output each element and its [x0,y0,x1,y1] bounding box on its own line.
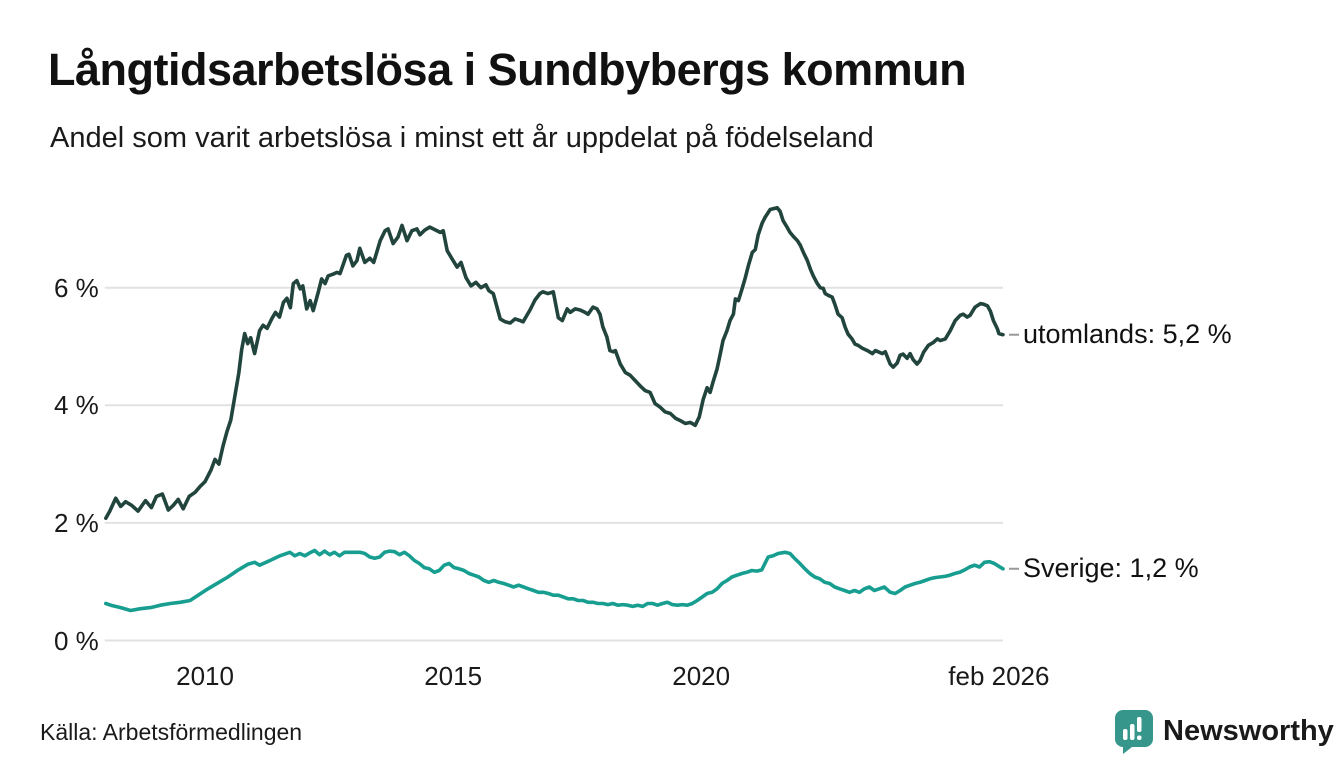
brand-name: Newsworthy [1163,714,1334,747]
page-title: Långtidsarbetslösa i Sundbybergs kommun [48,44,967,95]
logo-exclamation-bar [1137,716,1142,732]
y-axis-label-0: 0 % [53,625,99,656]
x-axis-label-2015: 2015 [424,661,483,691]
newsworthy-brand: Newsworthy [1114,708,1334,754]
x-axis-label-2010: 2010 [176,661,234,691]
source-note: Källa: Arbetsförmedlingen [40,719,303,745]
y-axis-label-4: 4 % [53,390,99,421]
series-line-Sverige [104,548,1005,613]
y-axis-label-2: 2 % [53,507,99,538]
x-axis-label-2020: 2020 [672,661,731,691]
logo-bar-short [1123,728,1128,740]
newsworthy-logo-icon [1115,709,1153,754]
series-label-utomlands: utomlands: 5,2 % [1023,318,1232,349]
logo-bar-tall [1130,723,1135,740]
page-subtitle: Andel som varit arbetslösa i minst ett å… [50,122,874,154]
series-label-Sverige: Sverige: 1,2 % [1023,552,1199,583]
y-axis-label-6: 6 % [53,272,99,303]
logo-exclamation-dot [1137,735,1142,740]
series-line-utomlands [104,205,1005,521]
x-axis-label-feb-2026: feb 2026 [948,661,1050,691]
